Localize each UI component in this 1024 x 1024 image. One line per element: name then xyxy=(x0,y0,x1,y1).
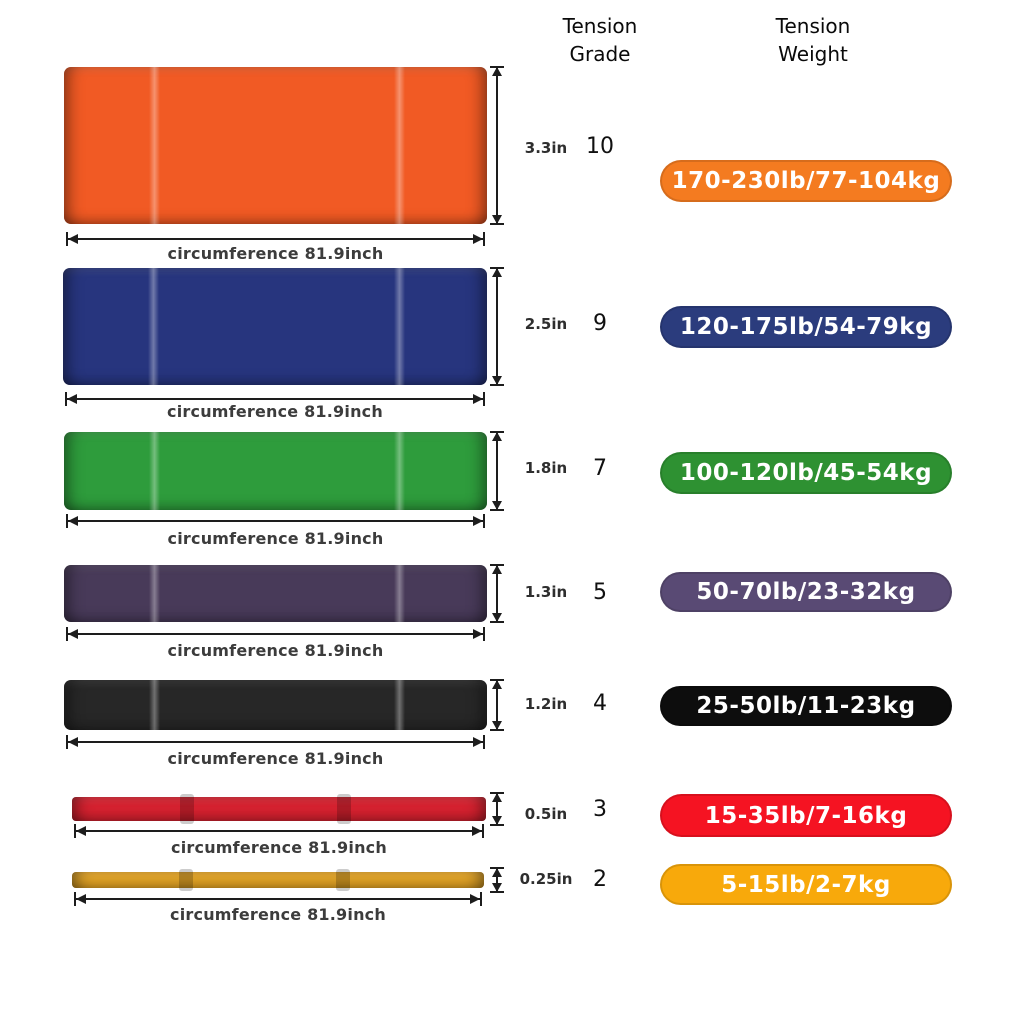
band-width-label: 3.3in xyxy=(524,139,568,157)
circumference-dimension-arrow-icon xyxy=(66,627,485,641)
dimension-tick-right xyxy=(483,232,485,246)
dimension-tick-right xyxy=(482,824,484,838)
dimension-line-vertical xyxy=(496,432,498,510)
circumference-label: circumference 81.9inch xyxy=(170,905,386,924)
dimension-cap-bottom xyxy=(490,891,504,893)
circumference-label: circumference 81.9inch xyxy=(167,402,383,421)
tension-weight-badge: 100-120lb/45-54kg xyxy=(660,452,952,494)
tension-weight-badge: 120-175lb/54-79kg xyxy=(660,306,952,348)
tension-grade-header: Tension Grade xyxy=(540,12,660,68)
dimension-cap-bottom xyxy=(490,384,504,386)
height-dimension-arrow-icon xyxy=(490,564,504,623)
dimension-line-horizontal xyxy=(66,398,484,400)
band-width-label: 2.5in xyxy=(524,315,568,333)
band-width-label: 1.3in xyxy=(524,583,568,601)
tension-grade-value: 4 xyxy=(593,691,607,716)
band-width-label: 1.2in xyxy=(524,695,568,713)
dimension-cap-bottom xyxy=(490,621,504,623)
height-dimension-arrow-icon xyxy=(490,679,504,731)
tension-weight-header-line1: Tension xyxy=(775,14,851,38)
height-dimension-arrow-icon xyxy=(490,867,504,893)
circumference-dimension-arrow-icon xyxy=(65,392,485,406)
height-dimension-arrow-icon xyxy=(490,792,504,826)
dimension-tick-right xyxy=(483,735,485,749)
dimension-line-horizontal xyxy=(67,520,484,522)
band-width-label: 1.8in xyxy=(524,459,568,477)
dimension-tick-right xyxy=(480,892,482,906)
circumference-label: circumference 81.9inch xyxy=(167,749,384,768)
tension-grade-header-line1: Tension xyxy=(562,14,638,38)
circumference-dimension-arrow-icon xyxy=(66,514,485,528)
dimension-cap-bottom xyxy=(490,824,504,826)
tension-weight-header: Tension Weight xyxy=(748,12,878,68)
circumference-dimension-arrow-icon xyxy=(74,892,482,906)
dimension-line-vertical xyxy=(496,67,498,224)
tension-grade-value: 3 xyxy=(593,797,607,822)
height-dimension-arrow-icon xyxy=(490,431,504,511)
tension-weight-badge: 5-15lb/2-7kg xyxy=(660,864,952,905)
dimension-line-vertical xyxy=(496,868,498,892)
tension-grade-value: 2 xyxy=(593,867,607,892)
tension-weight-badge: 25-50lb/11-23kg xyxy=(660,686,952,726)
height-dimension-arrow-icon xyxy=(490,267,504,386)
tension-grade-header-line2: Grade xyxy=(569,42,631,66)
dimension-line-vertical xyxy=(496,680,498,730)
resistance-band-orange xyxy=(64,67,487,224)
resistance-band-yellow xyxy=(72,869,484,891)
dimension-line-vertical xyxy=(496,793,498,825)
circumference-label: circumference 81.9inch xyxy=(167,641,384,660)
tension-weight-header-line2: Weight xyxy=(778,42,848,66)
dimension-line-horizontal xyxy=(75,830,483,832)
dimension-line-vertical xyxy=(496,268,498,385)
circumference-label: circumference 81.9inch xyxy=(167,244,384,263)
dimension-cap-bottom xyxy=(490,729,504,731)
circumference-label: circumference 81.9inch xyxy=(171,838,387,857)
resistance-band-green xyxy=(64,432,487,510)
resistance-band-purple xyxy=(64,565,487,622)
circumference-dimension-arrow-icon xyxy=(66,232,485,246)
band-width-label: 0.25in xyxy=(519,870,573,888)
height-dimension-arrow-icon xyxy=(490,66,504,225)
tension-weight-badge: 170-230lb/77-104kg xyxy=(660,160,952,202)
resistance-band-navy xyxy=(63,268,487,385)
dimension-line-horizontal xyxy=(67,238,484,240)
tension-grade-value: 5 xyxy=(593,580,607,605)
dimension-tick-right xyxy=(483,514,485,528)
tension-grade-value: 7 xyxy=(593,456,607,481)
dimension-line-horizontal xyxy=(67,633,484,635)
band-width-label: 0.5in xyxy=(524,805,568,823)
circumference-dimension-arrow-icon xyxy=(66,735,485,749)
dimension-cap-bottom xyxy=(490,223,504,225)
dimension-line-horizontal xyxy=(67,741,484,743)
dimension-cap-bottom xyxy=(490,509,504,511)
dimension-line-vertical xyxy=(496,565,498,622)
dimension-tick-right xyxy=(483,627,485,641)
circumference-dimension-arrow-icon xyxy=(74,824,484,838)
tension-weight-badge: 15-35lb/7-16kg xyxy=(660,794,952,837)
circumference-label: circumference 81.9inch xyxy=(167,529,384,548)
tension-weight-badge: 50-70lb/23-32kg xyxy=(660,572,952,612)
tension-grade-value: 10 xyxy=(586,134,614,159)
dimension-tick-right xyxy=(483,392,485,406)
tension-grade-value: 9 xyxy=(593,311,607,336)
resistance-band-red xyxy=(72,794,486,824)
resistance-band-black xyxy=(64,680,487,730)
dimension-line-horizontal xyxy=(75,898,481,900)
